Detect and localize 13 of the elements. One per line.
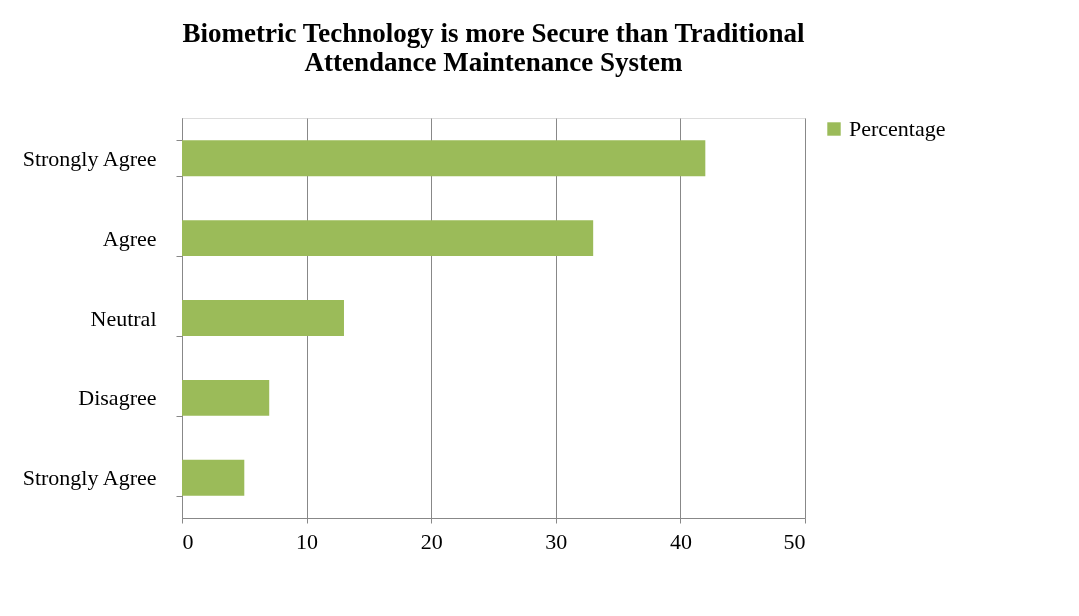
x-tick-label: 20 — [420, 528, 443, 554]
chart-title: Biometric Technology is more Secure than Traditional Attendance Maintenance System — [182, 18, 805, 77]
x-tick-label: 50 — [783, 528, 806, 554]
x-tick-label: 0 — [182, 528, 194, 554]
y-tick-label: Strongly Agree — [22, 145, 157, 171]
y-tick-label: Strongly Agree — [22, 465, 157, 491]
x-tick-label: 10 — [296, 528, 319, 554]
y-tick-label: Agree — [102, 225, 157, 251]
x-tick-label: 30 — [545, 528, 568, 554]
y-tick-label: Neutral — [90, 305, 157, 331]
legend-label: Percentage — [849, 116, 946, 141]
y-tick-label: Disagree — [78, 385, 157, 411]
x-tick-label: 40 — [669, 528, 692, 554]
